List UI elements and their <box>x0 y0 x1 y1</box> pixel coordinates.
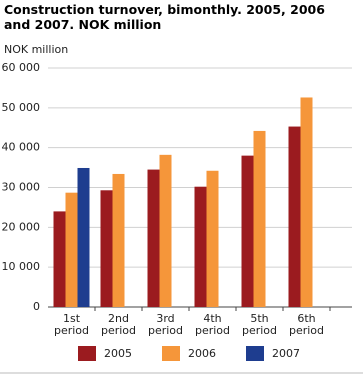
bar <box>241 155 254 307</box>
y-tick-label: 10 000 <box>2 260 41 273</box>
y-tick-label: 40 000 <box>2 141 41 154</box>
bar <box>159 154 172 307</box>
bar <box>194 186 207 307</box>
x-tick-label: 6th period <box>288 312 325 337</box>
legend-swatch <box>246 346 264 361</box>
bar <box>100 190 113 307</box>
legend-swatch <box>162 346 180 361</box>
legend-swatch <box>78 346 96 361</box>
bar <box>53 211 66 307</box>
y-tick-label: 20 000 <box>2 220 41 233</box>
bar <box>206 170 219 307</box>
y-tick-label: 50 000 <box>2 101 41 114</box>
legend-label: 2007 <box>272 347 300 360</box>
y-tick-label: 0 <box>33 300 40 313</box>
x-tick-label: 5th period <box>241 312 278 337</box>
legend-label: 2006 <box>188 347 216 360</box>
bar <box>65 192 78 307</box>
x-tick-label: 2nd period <box>100 312 137 337</box>
y-tick-label: 60 000 <box>2 61 41 74</box>
bar <box>147 169 160 307</box>
x-tick-label: 3rd period <box>147 312 184 337</box>
chart-title: Construction turnover, bimonthly. 2005, … <box>4 2 325 32</box>
bar <box>77 167 90 307</box>
x-tick-label: 4th period <box>194 312 231 337</box>
bar <box>300 97 313 307</box>
bar <box>253 130 266 307</box>
bar <box>112 173 125 307</box>
legend-label: 2005 <box>104 347 132 360</box>
y-axis-label: NOK million <box>4 43 68 56</box>
bar <box>288 126 301 308</box>
y-tick-label: 30 000 <box>2 181 41 194</box>
x-tick-label: 1st period <box>53 312 90 337</box>
